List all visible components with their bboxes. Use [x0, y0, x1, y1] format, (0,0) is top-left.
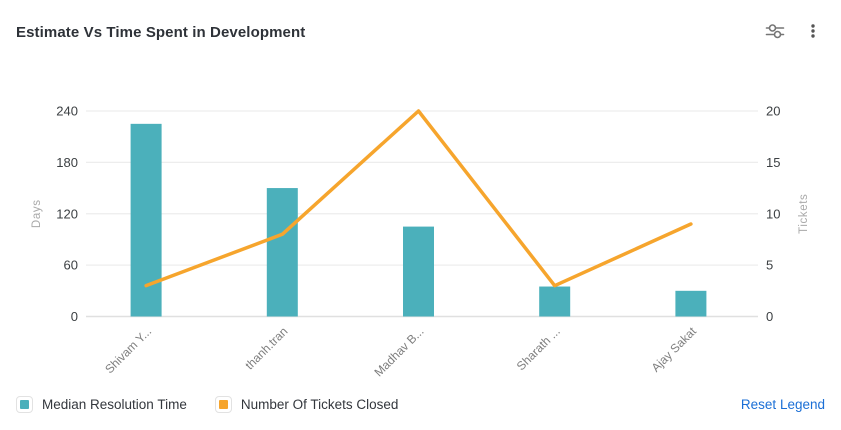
y-axis-tick-label-right: 5: [766, 258, 773, 273]
x-axis-label: thanh.tran: [242, 324, 290, 372]
legend-item-number-of-tickets-closed[interactable]: Number Of Tickets Closed: [214, 395, 399, 413]
legend-label: Number Of Tickets Closed: [240, 396, 399, 412]
legend-label: Median Resolution Time: [42, 396, 187, 412]
chart-settings-button[interactable]: [761, 18, 789, 46]
y-axis-tick-label-right: 15: [766, 155, 780, 170]
bar-median-resolution-time[interactable]: [539, 286, 571, 317]
bar-median-resolution-time[interactable]: [675, 290, 707, 317]
bar-median-resolution-time[interactable]: [266, 188, 298, 317]
y-axis-tick-label-left: 60: [64, 258, 78, 273]
y-axis-tick-label-right: 10: [766, 206, 780, 221]
y-axis-tick-label-right: 0: [766, 309, 773, 324]
y-axis-tick-label-right: 20: [766, 104, 780, 119]
y-axis-tick-label-left: 120: [56, 206, 78, 221]
reset-legend-link[interactable]: Reset Legend: [740, 396, 825, 412]
legend-swatch-bar: [16, 395, 33, 413]
card-header: Estimate Vs Time Spent in Development: [0, 0, 841, 56]
legend-swatch-line: [214, 395, 232, 413]
x-axis-label: Ajay Sakat: [649, 324, 700, 375]
chart-area: 0 0 60 5 120 10 180 15 240 20 Days Tickets Shivam Y.…: [0, 58, 841, 383]
x-axis-label: Sharath ...: [514, 324, 563, 373]
chart-legend: Median Resolution Time Number Of Tickets…: [0, 386, 841, 430]
bar-median-resolution-time[interactable]: [403, 226, 434, 317]
legend-chip-teal: [20, 399, 29, 409]
kebab-menu-icon: [801, 19, 825, 46]
legend-chip-orange: [218, 399, 228, 409]
chart-svg: 0 0 60 5 120 10 180 15 240 20 Days Tickets Shivam Y.…: [31, 104, 810, 380]
header-actions: [761, 18, 827, 46]
y-axis-tick-label-left: 240: [56, 104, 78, 119]
line-number-of-tickets-closed[interactable]: [144, 109, 693, 288]
y-axis-tick-label-left: 0: [71, 309, 78, 324]
chart-title: Estimate Vs Time Spent in Development: [16, 23, 306, 41]
legend-item-median-resolution-time[interactable]: Median Resolution Time: [16, 395, 187, 413]
x-axis-label: Shivam Y...: [102, 324, 154, 376]
more-options-button[interactable]: [799, 18, 827, 46]
y-axis-name-tickets: Tickets: [798, 194, 810, 234]
y-axis-tick-label-left: 180: [56, 155, 78, 170]
x-axis-label: Madhav B...: [371, 324, 426, 379]
sliders-icon: [763, 19, 787, 46]
bar-median-resolution-time[interactable]: [130, 123, 162, 317]
y-axis-name-days: Days: [31, 199, 43, 228]
